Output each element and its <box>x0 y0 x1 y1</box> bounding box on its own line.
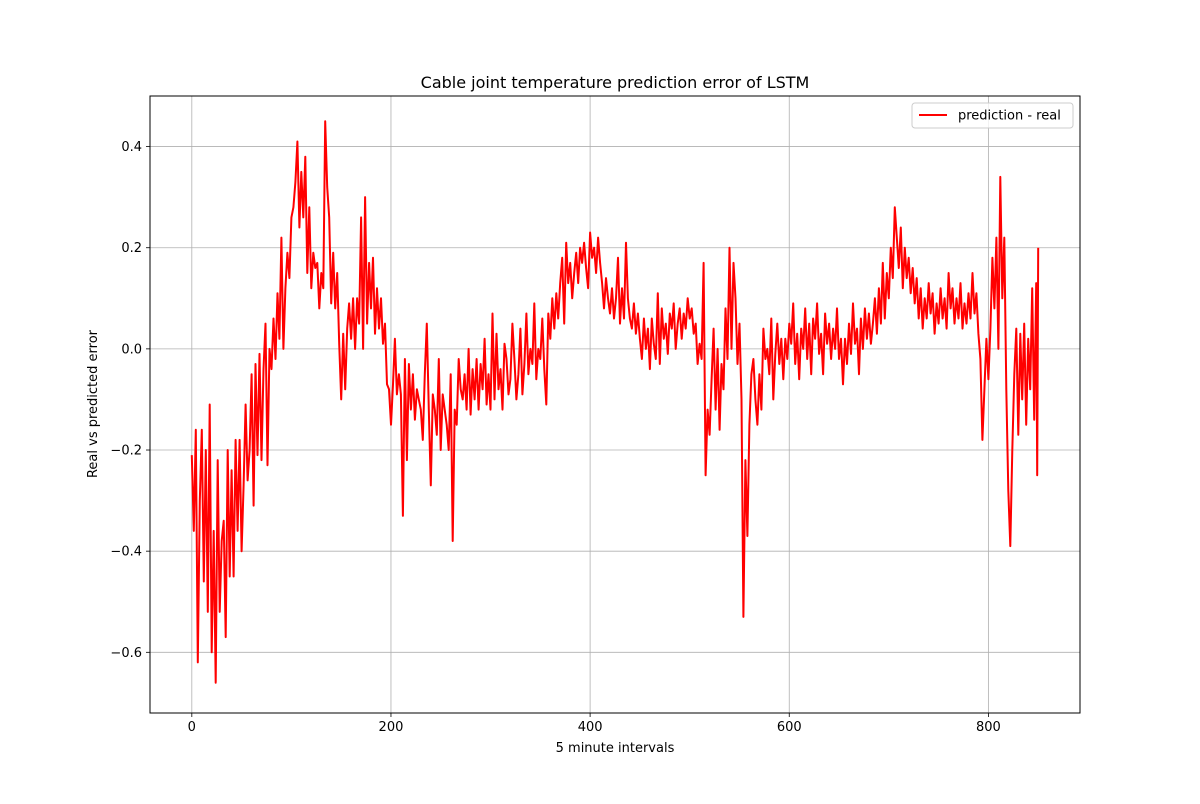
y-axis-label: Real vs predicted error <box>86 329 101 478</box>
y-tick-label: −0.6 <box>110 646 142 661</box>
grid-lines <box>150 96 1080 713</box>
y-tick-label: −0.4 <box>110 545 142 560</box>
series-layer <box>190 120 1040 684</box>
legend-box <box>911 102 1074 129</box>
x-tick-label: 200 <box>379 720 404 735</box>
x-tick-label: 0 <box>188 720 196 735</box>
axes-frame <box>149 95 1081 714</box>
x-axis-ticks: 0 200 400 600 800 <box>188 713 1001 735</box>
legend-label: prediction - real <box>958 109 1061 124</box>
y-tick-label: 0.0 <box>121 342 142 357</box>
y-axis-ticks: −0.6 −0.4 −0.2 0.0 0.2 0.4 <box>110 140 150 661</box>
plot-area <box>150 96 1080 713</box>
series-line <box>190 120 1040 684</box>
legend: prediction - real <box>911 102 1074 129</box>
x-tick-label: 800 <box>976 720 1001 735</box>
chart-title: Cable joint temperature prediction error… <box>421 73 810 92</box>
x-tick-label: 600 <box>777 720 802 735</box>
y-tick-label: 0.2 <box>121 241 142 256</box>
y-tick-label: −0.2 <box>110 444 142 459</box>
y-tick-label: 0.4 <box>121 140 142 155</box>
x-tick-label: 400 <box>578 720 603 735</box>
x-axis-label: 5 minute intervals <box>556 741 675 756</box>
